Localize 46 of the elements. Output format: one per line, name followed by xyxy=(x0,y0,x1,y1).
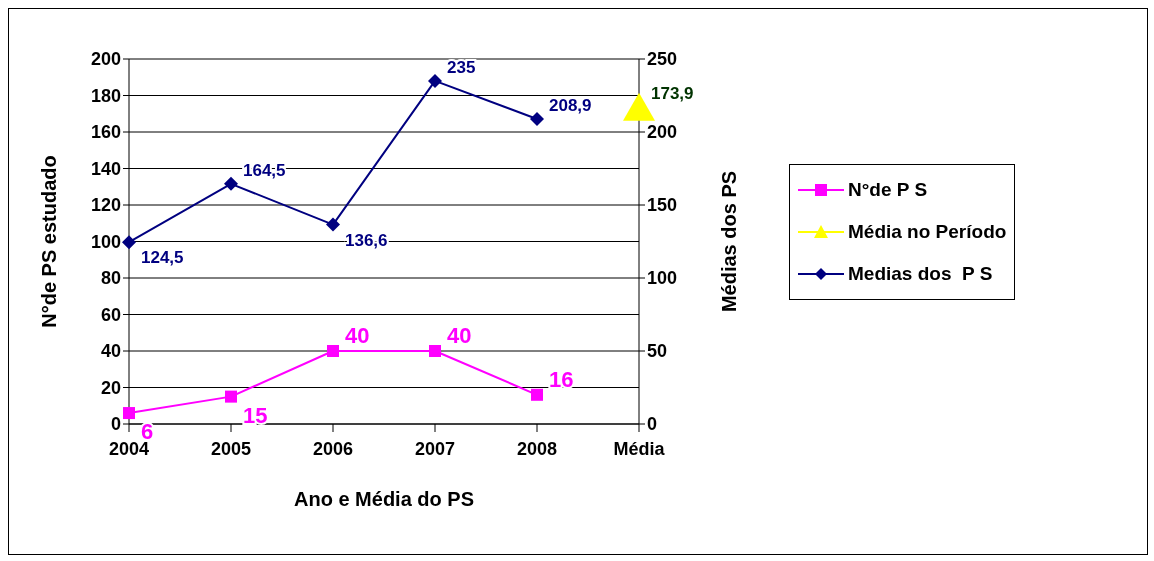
y-tick-label: 200 xyxy=(90,49,121,70)
legend-label: Média no Período xyxy=(848,221,1007,243)
point xyxy=(327,345,339,357)
y2-axis-title: Médias dos PS xyxy=(718,170,741,313)
point xyxy=(531,388,543,401)
point xyxy=(224,176,238,191)
x-tick-label: 2008 xyxy=(516,438,558,459)
y-tick-label: 160 xyxy=(90,122,121,143)
legend-label: Medias dos P S xyxy=(848,263,993,285)
y-tick-label: 40 xyxy=(100,341,121,362)
y-tick-label: 100 xyxy=(90,231,121,252)
data-label: 173,9 xyxy=(651,83,694,103)
y-tick-label: 120 xyxy=(90,195,121,216)
y-tick-label: 20 xyxy=(100,377,121,398)
data-label: 16 xyxy=(549,366,574,392)
y-tick-label: 80 xyxy=(100,268,121,289)
y2-tick-label: 150 xyxy=(647,195,678,216)
y-tick-label: 0 xyxy=(110,414,121,435)
y2-tick-label: 100 xyxy=(647,268,678,289)
y-tick-label: 60 xyxy=(100,304,121,325)
y-tick-label: 140 xyxy=(90,158,121,179)
x-tick-label: Média xyxy=(613,438,666,459)
point xyxy=(428,73,442,88)
data-label: 40 xyxy=(345,323,370,348)
y2-tick-label: 200 xyxy=(647,122,678,143)
x-tick-label: 2007 xyxy=(414,438,456,459)
legend-label: N°de P S xyxy=(848,179,928,201)
y2-tick-label: 0 xyxy=(647,414,658,435)
data-label: 15 xyxy=(243,402,268,428)
point xyxy=(326,217,340,232)
point xyxy=(429,345,441,357)
point xyxy=(530,112,544,127)
point xyxy=(123,407,135,420)
point xyxy=(225,390,237,403)
data-label: 208,9 xyxy=(549,96,592,116)
y2-tick-label: 250 xyxy=(647,49,678,70)
data-label: 40 xyxy=(447,323,472,348)
x-axis-title: Ano e Média do PS xyxy=(293,488,475,510)
x-tick-label: 2005 xyxy=(210,438,252,459)
y-tick-label: 180 xyxy=(90,85,121,106)
x-tick-label: 2006 xyxy=(312,438,354,459)
y-axis-title: N°de PS estudado xyxy=(38,155,61,328)
data-label: 124,5 xyxy=(141,248,184,268)
point xyxy=(122,235,136,250)
y2-tick-label: 50 xyxy=(647,341,668,362)
data-label: 235 xyxy=(447,57,476,77)
